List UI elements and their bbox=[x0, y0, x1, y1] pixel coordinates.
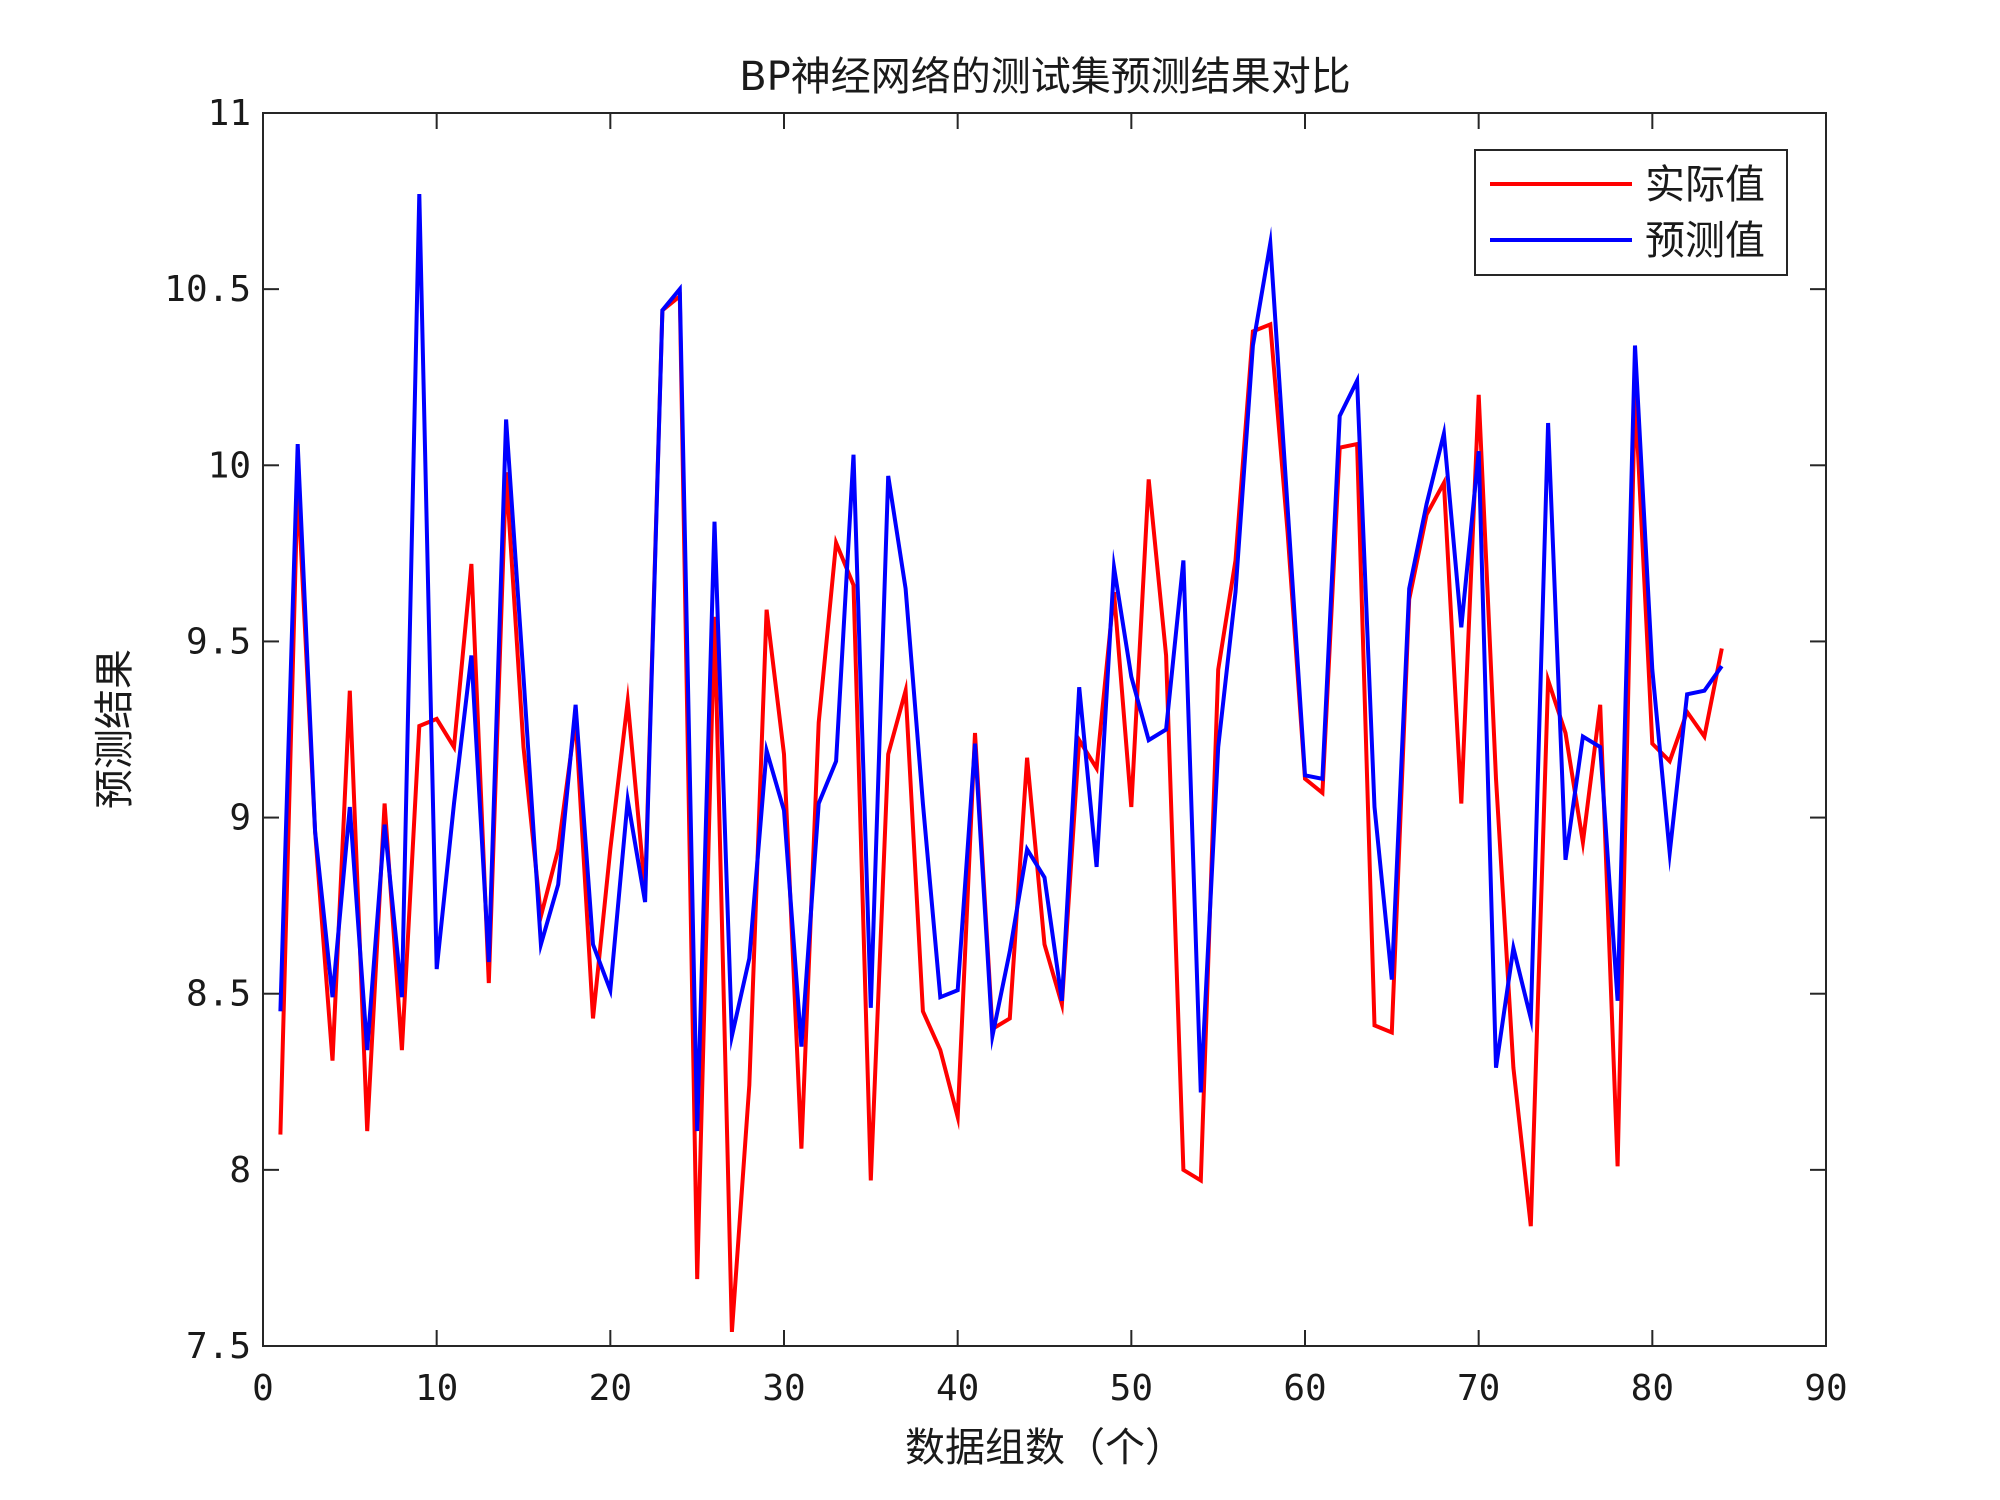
y-tick-label: 10.5 bbox=[164, 269, 251, 310]
x-tick-label: 60 bbox=[1283, 1368, 1326, 1409]
x-tick-label: 90 bbox=[1804, 1368, 1847, 1409]
y-tick-label: 10 bbox=[208, 445, 251, 486]
series-line-actual bbox=[278, 292, 1724, 1333]
x-axis-label: 数据组数（个） bbox=[905, 1425, 1185, 1471]
legend-label-actual: 实际值 bbox=[1645, 162, 1765, 208]
x-tick-label: 50 bbox=[1110, 1368, 1153, 1409]
x-tick-label: 0 bbox=[252, 1368, 274, 1409]
x-tick-label: 70 bbox=[1457, 1368, 1500, 1409]
legend: 实际值 预测值 bbox=[1474, 149, 1788, 276]
chart-title: BP神经网络的测试集预测结果对比 bbox=[739, 54, 1351, 100]
series-line-predicted bbox=[278, 193, 1724, 1132]
axis-ticks: 0 10 20 30 40 50 60 70 80 90 7.5 8 8.5 9 9.5 10 10.5 11 bbox=[164, 93, 1847, 1409]
x-tick-label: 30 bbox=[762, 1368, 805, 1409]
y-tick-label: 9 bbox=[229, 798, 251, 839]
y-tick-label: 11 bbox=[208, 93, 251, 134]
y-tick-label: 8.5 bbox=[186, 974, 251, 1015]
y-tick-label: 8 bbox=[229, 1150, 251, 1191]
y-tick-label: 9.5 bbox=[186, 621, 251, 662]
x-tick-label: 20 bbox=[589, 1368, 632, 1409]
plot-area bbox=[278, 193, 1724, 1333]
x-tick-label: 10 bbox=[415, 1368, 458, 1409]
x-tick-label: 80 bbox=[1631, 1368, 1674, 1409]
legend-box bbox=[1474, 149, 1788, 276]
axes-frame bbox=[262, 112, 1827, 1347]
y-tick-label: 7.5 bbox=[186, 1326, 251, 1367]
y-axis-label: 预测结果 bbox=[92, 649, 138, 809]
x-tick-label: 40 bbox=[936, 1368, 979, 1409]
legend-label-predicted: 预测值 bbox=[1645, 218, 1765, 264]
